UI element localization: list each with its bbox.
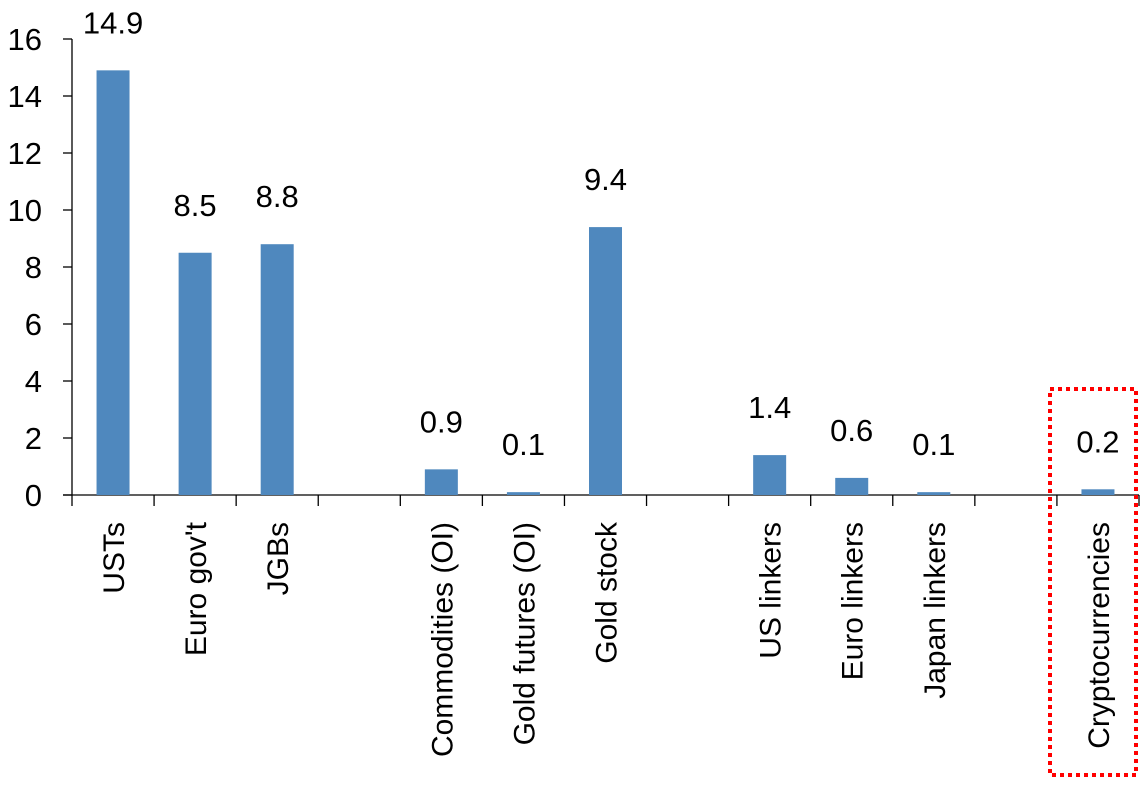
category-label: USTs bbox=[98, 522, 131, 594]
bar bbox=[589, 227, 622, 495]
data-label: 0.1 bbox=[912, 427, 955, 462]
y-tick-label: 4 bbox=[25, 364, 42, 399]
bar bbox=[260, 244, 294, 495]
data-label: 8.8 bbox=[256, 179, 299, 214]
data-label: 0.1 bbox=[502, 427, 545, 462]
category-label: Euro linkers bbox=[837, 522, 870, 680]
data-labels: 14.9 8.5 8.8 0.9 0.1 9.4 1.4 0.6 0.1 0.2 bbox=[83, 5, 1120, 462]
bar bbox=[506, 492, 540, 495]
data-label: 14.9 bbox=[83, 5, 143, 40]
bar bbox=[753, 455, 787, 495]
category-label: Cryptocurrencies bbox=[1083, 522, 1116, 749]
data-label: 8.5 bbox=[174, 188, 217, 223]
category-label: Euro gov't bbox=[180, 521, 213, 656]
bar bbox=[96, 70, 130, 495]
data-label: 0.6 bbox=[830, 413, 873, 448]
category-label: Commodities (OI) bbox=[426, 522, 459, 757]
y-tick-label: 14 bbox=[8, 79, 42, 114]
data-label: 0.2 bbox=[1076, 424, 1119, 459]
category-label: Gold stock bbox=[591, 521, 624, 664]
bars bbox=[96, 70, 1115, 495]
y-tick-label: 8 bbox=[25, 250, 42, 285]
bar bbox=[917, 492, 951, 495]
x-axis bbox=[63, 494, 1140, 506]
highlight-box bbox=[1048, 387, 1138, 777]
bar bbox=[1081, 489, 1115, 495]
y-tick-label: 6 bbox=[25, 307, 42, 342]
data-label: 9.4 bbox=[584, 162, 627, 197]
bar bbox=[424, 469, 458, 495]
y-axis: 0 2 4 6 8 10 12 14 16 bbox=[8, 22, 73, 513]
category-label: US linkers bbox=[755, 522, 788, 659]
category-labels: USTs Euro gov't JGBs Commodities (OI) Gold f… bbox=[98, 521, 1116, 757]
y-tick-label: 0 bbox=[25, 478, 42, 513]
bar bbox=[835, 477, 869, 495]
category-label: Gold futures (OI) bbox=[508, 522, 541, 745]
data-label: 0.9 bbox=[420, 404, 463, 439]
category-label: JGBs bbox=[262, 522, 295, 595]
category-label: Japan linkers bbox=[919, 522, 952, 699]
y-tick-label: 16 bbox=[8, 22, 42, 57]
data-label: 1.4 bbox=[748, 390, 791, 425]
y-tick-label: 12 bbox=[8, 136, 42, 171]
y-tick-label: 2 bbox=[25, 421, 42, 456]
y-tick-label: 10 bbox=[8, 193, 42, 228]
bar bbox=[178, 252, 212, 495]
